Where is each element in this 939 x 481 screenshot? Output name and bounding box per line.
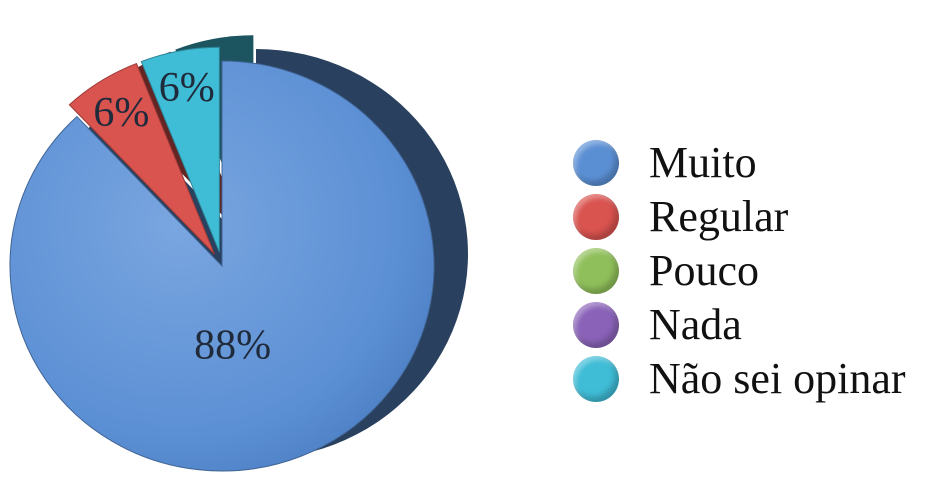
slice-label-n-o-sei-opinar: 6%	[159, 65, 215, 111]
pie-slice-regular	[68, 62, 215, 255]
legend-marker	[573, 356, 619, 402]
legend-label: Regular	[649, 192, 789, 241]
legend: Muito Regular Pouco Nada Não sei opinar	[573, 136, 939, 406]
legend-item-muito: Muito	[573, 136, 939, 190]
legend-marker	[573, 248, 619, 294]
pie-slice-layer	[9, 46, 435, 472]
legend-item-regular: Regular	[573, 190, 939, 244]
legend-label: Nada	[649, 300, 742, 349]
legend-marker	[573, 140, 619, 186]
pie-chart: 88% 6%6%	[9, 35, 468, 472]
legend-label: Não sei opinar	[649, 354, 906, 403]
legend-item-pouco: Pouco	[573, 244, 939, 298]
pie-slice-n-o-sei-opinar	[140, 46, 220, 253]
legend-item-n-o-sei-opinar: Não sei opinar	[573, 352, 939, 406]
legend-item-nada: Nada	[573, 298, 939, 352]
slice-label-regular: 6%	[93, 90, 149, 136]
legend-marker	[573, 194, 619, 240]
pie-label-layer: 88% 6%6%	[93, 65, 271, 368]
legend-marker	[573, 302, 619, 348]
pie-slice-muito	[9, 60, 435, 472]
slice-label-muito: 88%	[194, 322, 271, 368]
legend-label: Pouco	[649, 246, 759, 295]
legend-label: Muito	[649, 138, 757, 187]
